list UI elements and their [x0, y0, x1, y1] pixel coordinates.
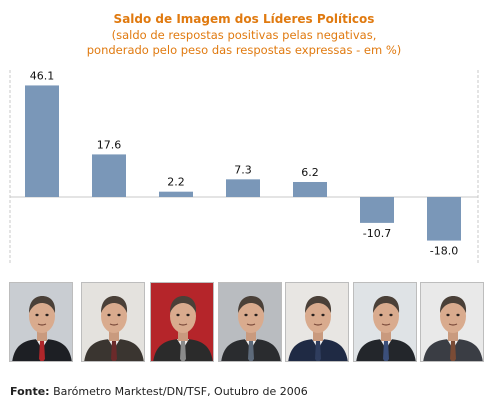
source-note: Fonte: Barómetro Marktest/DN/TSF, Outubr… [10, 385, 308, 398]
chart-title: Saldo de Imagem dos Líderes Políticos [113, 12, 375, 26]
leader-portrait-7-icon [420, 282, 484, 362]
bar-6 [360, 197, 394, 223]
bar-3 [159, 191, 193, 197]
subtitle-line-2: ponderado pelo peso das respostas expres… [86, 43, 402, 57]
leader-portrait-2-icon [81, 282, 145, 362]
value-label-4: 7.3 [234, 163, 252, 176]
bar-4 [226, 179, 260, 197]
leader-portrait-1-icon [9, 282, 73, 362]
value-label-7: -18.0 [430, 245, 458, 258]
value-label-5: 6.2 [301, 166, 319, 179]
bar-7 [427, 197, 461, 241]
bar-2 [92, 154, 126, 197]
leader-portrait-3-icon [150, 282, 214, 362]
subtitle-line-1: (saldo de respostas positivas pelas nega… [111, 28, 377, 42]
bar-1 [25, 85, 59, 197]
source-label: Fonte: [10, 385, 50, 398]
value-label-1: 46.1 [30, 69, 55, 82]
leader-portrait-5-icon [285, 282, 349, 362]
bar-5 [293, 181, 327, 197]
leader-portrait-4-icon [218, 282, 282, 362]
chart-subtitle: (saldo de respostas positivas pelas nega… [0, 28, 488, 58]
value-label-3: 2.2 [167, 176, 185, 189]
bar-chart: 46.1 17.6 2.2 7.3 6.2 -10.7 -18.0 [9, 69, 479, 265]
source-text: Barómetro Marktest/DN/TSF, Outubro de 20… [49, 385, 308, 398]
value-label-6: -10.7 [363, 227, 391, 240]
leader-portrait-6-icon [353, 282, 417, 362]
value-label-2: 17.6 [97, 138, 122, 151]
